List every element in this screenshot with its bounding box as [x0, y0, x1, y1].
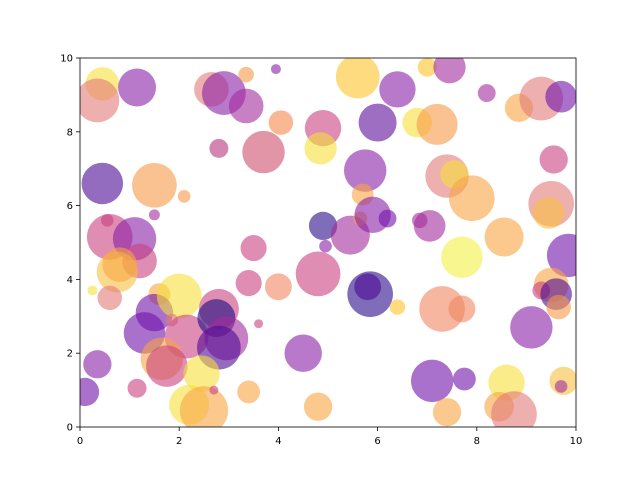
scatter-point-99: [554, 380, 568, 393]
scatter-point-83: [183, 355, 220, 392]
scatter-point-11: [433, 58, 466, 84]
scatter-point-62: [546, 294, 571, 320]
y-tick-label: 6: [67, 201, 73, 212]
scatter-point-64: [354, 273, 382, 301]
scatter-point-43: [97, 285, 123, 311]
scatter-point-91: [410, 359, 454, 403]
scatter-point-67: [448, 295, 476, 323]
scatter-point-97: [510, 306, 553, 349]
scatter-point-20: [304, 132, 337, 165]
scatter-point-32: [449, 175, 495, 222]
x-tick-label: 0: [77, 436, 83, 447]
scatter-point-5: [238, 66, 254, 83]
scatter-point-66: [419, 286, 465, 332]
scatter-point-56: [484, 217, 524, 257]
scatter-point-18: [268, 110, 294, 135]
scatter-point-53: [378, 209, 397, 228]
scatter-point-15: [545, 80, 576, 113]
scatter-point-48: [319, 239, 332, 253]
scatter-point-21: [358, 103, 397, 142]
scatter-point-42: [87, 285, 98, 296]
scatter-point-90: [303, 392, 333, 421]
y-tick-label: 0: [67, 423, 73, 434]
y-axis: 0 2 4 6 8 10: [60, 54, 80, 434]
scatter-point-70: [156, 273, 202, 319]
scatter-point-58: [546, 233, 576, 278]
scatter-point-87: [237, 380, 261, 404]
scatter-point-55: [413, 210, 446, 242]
scatter-point-25: [81, 162, 124, 205]
scatter-point-27: [177, 190, 191, 203]
y-tick-label: 10: [60, 54, 73, 65]
scatter-point-57: [441, 236, 483, 278]
scatter-point-96: [491, 391, 537, 427]
scatter-point-81: [80, 377, 100, 407]
scatter-point-45: [235, 270, 262, 297]
scatter-point-50: [295, 251, 341, 297]
x-axis: 0 2 4 6 8 10: [77, 427, 583, 447]
scatter-point-10: [417, 58, 437, 77]
scatter-point-1: [80, 78, 120, 123]
y-tick-label: 2: [67, 349, 73, 360]
scatter-point-24: [539, 145, 568, 174]
scatter-point-36: [148, 209, 160, 221]
scatter-point-41: [102, 247, 138, 282]
scatter-point-80: [83, 350, 112, 379]
scatter-point-86: [209, 385, 219, 395]
scatter-point-2: [118, 68, 157, 107]
scatter-point-65: [389, 299, 406, 315]
scatter-point-23: [416, 103, 458, 145]
scatter-point-88: [254, 319, 264, 329]
scatter-point-93: [432, 398, 462, 427]
y-tick-label: 8: [67, 127, 73, 138]
scatter-point-28: [343, 149, 387, 192]
x-tick-label: 2: [176, 436, 182, 447]
scatter-point-8: [335, 58, 380, 99]
scatter-point-89: [284, 334, 322, 372]
scatter-point-82: [127, 378, 147, 398]
x-tick-label: 4: [275, 436, 281, 447]
scatter-point-92: [452, 367, 476, 391]
scatter-point-79: [146, 345, 188, 387]
scatter-point-34: [532, 197, 565, 229]
x-tick-label: 6: [374, 436, 380, 447]
scatter-point-6: [228, 88, 264, 124]
y-tick-label: 4: [67, 275, 73, 286]
axes-frame: [79, 57, 577, 428]
scatter-point-44: [240, 234, 267, 262]
scatter-point-9: [379, 71, 416, 108]
scatter-point-17: [242, 130, 285, 174]
x-tick-label: 10: [570, 436, 583, 447]
scatter-point-46: [264, 273, 292, 301]
scatter-point-26: [132, 162, 177, 208]
x-tick-label: 8: [474, 436, 480, 447]
scatter-point-7: [270, 64, 281, 75]
scatter-point-16: [209, 138, 229, 158]
scatter-points: [80, 58, 576, 427]
scatter-point-85: [179, 386, 229, 427]
scatter-point-47: [308, 211, 338, 241]
scatter-point-12: [477, 84, 496, 102]
